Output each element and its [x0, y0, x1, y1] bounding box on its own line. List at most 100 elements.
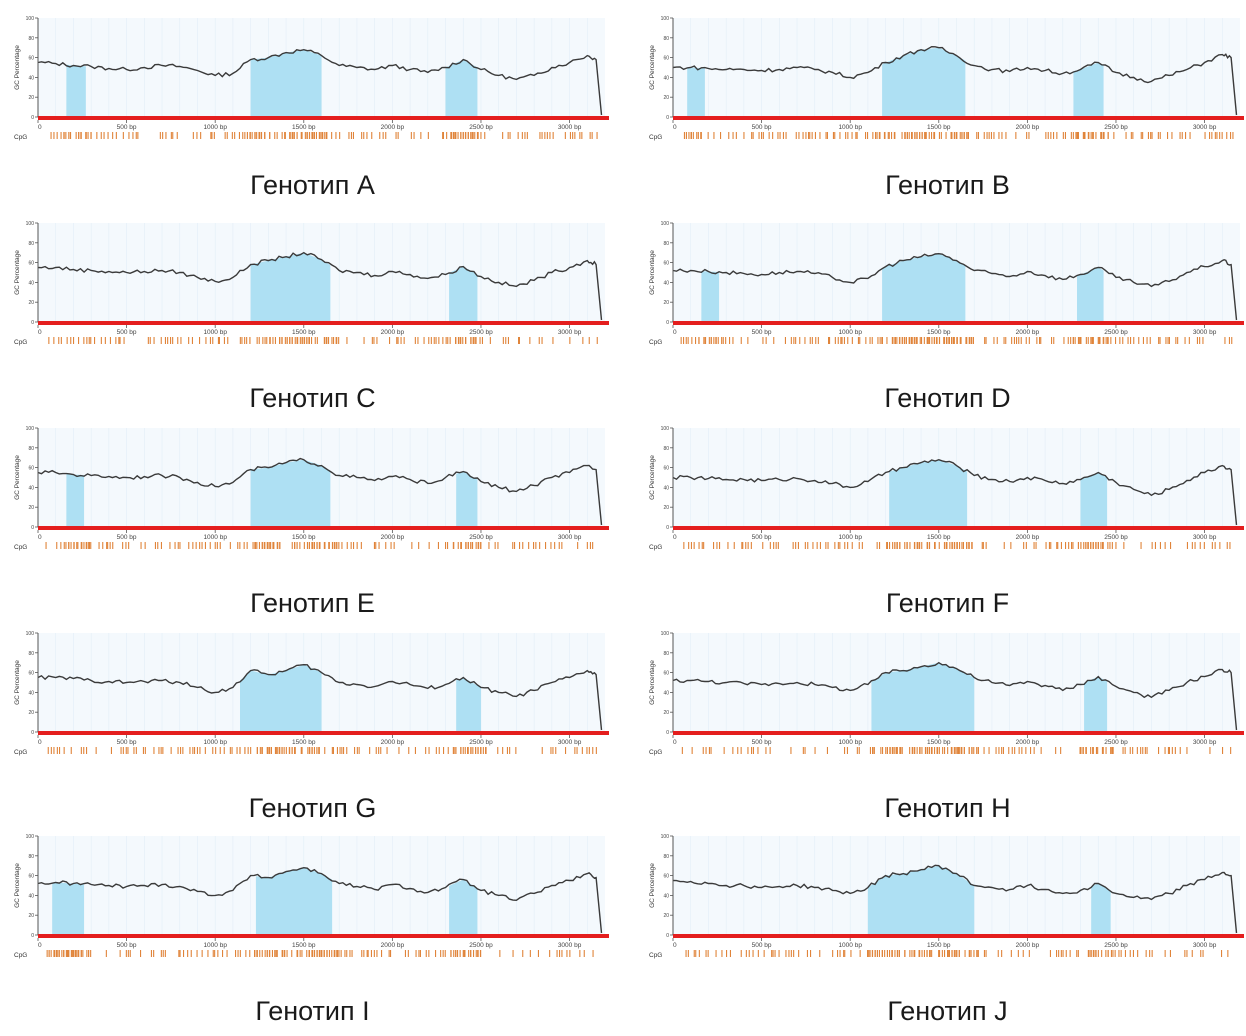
- cpg-site: [832, 950, 834, 957]
- cpg-site: [1015, 132, 1017, 139]
- cpg-site: [758, 132, 760, 139]
- cpg-site: [78, 132, 80, 139]
- cpg-site: [829, 337, 831, 344]
- cpg-site: [328, 337, 330, 344]
- cpg-site: [915, 337, 917, 344]
- cpg-site: [588, 747, 590, 754]
- cpg-site: [378, 747, 380, 754]
- cpg-site: [1168, 337, 1170, 344]
- cpg-site: [700, 132, 702, 139]
- cpg-site: [348, 132, 350, 139]
- cpg-site: [100, 132, 102, 139]
- cpg-site: [129, 950, 131, 957]
- cpg-site: [564, 132, 566, 139]
- cpg-site: [125, 542, 127, 549]
- cpg-site: [867, 950, 869, 957]
- cpg-site: [705, 747, 707, 754]
- cpg-site: [1174, 747, 1176, 754]
- cpg-site: [763, 950, 765, 957]
- cpg-site: [1036, 337, 1038, 344]
- cpg-site: [894, 132, 896, 139]
- cpg-site: [1228, 337, 1230, 344]
- cpg-site: [1069, 950, 1071, 957]
- cpg-site: [949, 542, 951, 549]
- cpg-site: [869, 337, 871, 344]
- cpg-site: [470, 132, 472, 139]
- cpg-site: [1188, 337, 1190, 344]
- y-tick-label: 100: [661, 834, 670, 840]
- cpg-site: [470, 747, 472, 754]
- cpg-site: [925, 132, 927, 139]
- cpg-site: [929, 337, 931, 344]
- cpg-site: [284, 337, 286, 344]
- cpg-site: [879, 542, 881, 549]
- cpg-site: [885, 747, 887, 754]
- cpg-site: [239, 542, 241, 549]
- genotype-caption: Генотип J: [887, 996, 1008, 1026]
- y-tick-label: 40: [663, 75, 669, 81]
- cpg-site: [728, 132, 730, 139]
- cpg-site: [1113, 132, 1115, 139]
- cpg-site: [965, 337, 967, 344]
- cpg-site: [55, 950, 57, 957]
- cpg-site: [218, 337, 220, 344]
- cpg-site: [894, 337, 896, 344]
- cpg-site: [901, 132, 903, 139]
- cpg-site: [246, 542, 248, 549]
- cpg-site: [125, 747, 127, 754]
- y-tick-label: 20: [28, 505, 34, 511]
- cpg-site: [445, 337, 447, 344]
- y-tick-label: 80: [663, 36, 669, 42]
- cpg-site: [814, 747, 816, 754]
- cpg-site: [705, 950, 707, 957]
- cpg-site: [219, 542, 221, 549]
- cpg-site: [839, 950, 841, 957]
- cpg-site: [153, 950, 155, 957]
- cpg-site: [1144, 747, 1146, 754]
- cpg-site: [1140, 542, 1142, 549]
- cpg-site: [707, 132, 709, 139]
- cpg-site: [142, 747, 144, 754]
- cpg-site: [1224, 337, 1226, 344]
- cpg-site: [196, 950, 198, 957]
- cpg-site: [460, 542, 462, 549]
- cpg-site: [323, 542, 325, 549]
- cpg-site: [934, 747, 936, 754]
- cpg-site: [1045, 542, 1047, 549]
- cpg-site: [229, 542, 231, 549]
- cpg-site: [1087, 337, 1089, 344]
- cpg-site: [881, 337, 883, 344]
- cpg-site: [83, 542, 85, 549]
- cpg-site: [1025, 337, 1027, 344]
- cpg-island: [871, 662, 975, 732]
- cpg-site: [697, 132, 699, 139]
- cpg-site: [153, 337, 155, 344]
- cpg-site: [270, 747, 272, 754]
- cpg-site: [140, 542, 142, 549]
- cpg-site: [1107, 132, 1109, 139]
- cpg-site: [281, 747, 283, 754]
- cpg-site: [135, 132, 137, 139]
- cpg-site: [955, 132, 957, 139]
- cpg-site: [970, 950, 972, 957]
- cpg-site: [435, 747, 437, 754]
- cpg-site: [376, 337, 378, 344]
- cpg-site: [961, 747, 963, 754]
- y-tick-label: 80: [663, 446, 669, 452]
- cpg-site: [552, 132, 554, 139]
- cpg-site: [507, 337, 509, 344]
- cpg-site: [66, 337, 68, 344]
- sequence-baseline: [673, 934, 1244, 938]
- cpg-site: [1221, 132, 1223, 139]
- cpg-site: [950, 132, 952, 139]
- cpg-site: [1060, 747, 1062, 754]
- cpg-site: [881, 950, 883, 957]
- cpg-site: [586, 542, 588, 549]
- cpg-site: [297, 337, 299, 344]
- x-tick-label: 3000 bp: [1193, 329, 1217, 336]
- cpg-site: [1003, 337, 1005, 344]
- cpg-site: [981, 542, 983, 549]
- cpg-site: [819, 132, 821, 139]
- cpg-site: [1199, 337, 1201, 344]
- cpg-site: [321, 132, 323, 139]
